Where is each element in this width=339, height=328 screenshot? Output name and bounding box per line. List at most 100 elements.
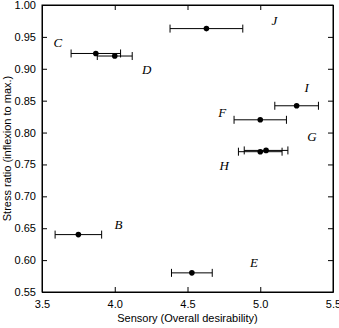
point-label: D bbox=[141, 62, 152, 77]
tick-mark bbox=[328, 164, 333, 165]
tick-mark bbox=[42, 260, 47, 261]
error-bar bbox=[275, 102, 319, 110]
error-bar bbox=[171, 269, 212, 277]
tick-label: 0.65 bbox=[15, 222, 36, 234]
point bbox=[76, 232, 82, 238]
point-label: C bbox=[53, 35, 62, 50]
point-label: I bbox=[303, 80, 309, 95]
tick-mark bbox=[42, 37, 47, 38]
point bbox=[294, 103, 300, 109]
tick-label: 0.80 bbox=[15, 127, 36, 139]
error-bar bbox=[244, 146, 288, 154]
tick-mark bbox=[328, 196, 333, 197]
chart: 3.5 4.0 4.5 5.0 5.5 0.55 0.60 0.65 0.70 0.75 0.80 0… bbox=[0, 0, 339, 328]
error-bar-cap bbox=[286, 116, 287, 124]
x-axis-top bbox=[43, 5, 334, 10]
tick bbox=[328, 37, 333, 38]
point bbox=[263, 148, 269, 154]
y-axis-title: Stress ratio (inflexion to max.) bbox=[1, 76, 13, 222]
error-bar bbox=[234, 116, 286, 124]
error-bar-cap bbox=[238, 148, 239, 156]
error-bar-cap bbox=[274, 102, 275, 110]
tick bbox=[328, 164, 333, 165]
error-bar bbox=[97, 52, 132, 60]
error-bar-cap bbox=[234, 116, 235, 124]
error-bar-cap bbox=[71, 49, 72, 57]
error-bar-cap bbox=[170, 25, 171, 33]
error-bar-cap bbox=[318, 102, 319, 110]
tick bbox=[328, 196, 333, 197]
error-bar bbox=[55, 231, 102, 239]
tick-mark bbox=[115, 5, 116, 10]
tick-mark bbox=[328, 37, 333, 38]
error-bar-cap bbox=[171, 269, 172, 277]
tick-mark bbox=[188, 287, 189, 292]
tick-mark bbox=[42, 101, 47, 102]
tick-mark bbox=[328, 133, 333, 134]
tick: 5.5 bbox=[326, 287, 339, 310]
tick-mark bbox=[328, 228, 333, 229]
tick-label: 0.75 bbox=[15, 158, 36, 170]
point-label: B bbox=[114, 217, 122, 232]
point bbox=[257, 149, 263, 155]
tick-label: 0.55 bbox=[15, 286, 36, 298]
point-label: H bbox=[219, 158, 230, 173]
tick bbox=[115, 5, 116, 10]
tick-mark bbox=[260, 287, 261, 292]
tick-mark bbox=[115, 287, 116, 292]
point-label: F bbox=[217, 105, 227, 120]
tick-mark bbox=[42, 164, 47, 165]
tick-label: 3.5 bbox=[35, 298, 50, 310]
x-axis: 3.5 4.0 4.5 5.0 5.5 bbox=[35, 287, 339, 310]
point bbox=[204, 26, 210, 32]
error-bar-cap bbox=[287, 146, 288, 154]
tick-mark bbox=[328, 260, 333, 261]
tick-label: 4.0 bbox=[108, 298, 123, 310]
point-label: J bbox=[272, 13, 279, 28]
error-bar-cap bbox=[242, 25, 243, 33]
x-axis-title: Sensory (Overall desirability) bbox=[117, 312, 258, 324]
error-bar-cap bbox=[101, 231, 102, 239]
error-bar bbox=[170, 25, 243, 33]
tick-label: 5.5 bbox=[326, 298, 339, 310]
plot: 3.5 4.0 4.5 5.0 5.5 0.55 0.60 0.65 0.70 0.75 0.80 0… bbox=[15, 0, 339, 310]
tick-mark bbox=[42, 133, 47, 134]
tick bbox=[328, 69, 333, 70]
error-bar-cap bbox=[244, 146, 245, 154]
tick-mark bbox=[42, 228, 47, 229]
tick bbox=[260, 5, 261, 10]
tick-mark bbox=[42, 69, 47, 70]
point bbox=[189, 270, 195, 276]
point bbox=[112, 53, 118, 59]
tick: 5.0 bbox=[253, 287, 268, 310]
tick bbox=[188, 5, 189, 10]
points bbox=[55, 25, 318, 277]
tick-mark bbox=[328, 101, 333, 102]
tick-mark bbox=[42, 196, 47, 197]
tick: 4.5 bbox=[180, 287, 195, 310]
error-bar-cap bbox=[97, 52, 98, 60]
tick: 4.0 bbox=[108, 287, 123, 310]
error-bar-cap bbox=[212, 269, 213, 277]
tick-mark bbox=[188, 5, 189, 10]
tick-label: 0.70 bbox=[15, 190, 36, 202]
error-bar-cap bbox=[132, 52, 133, 60]
tick-label: 0.60 bbox=[15, 254, 36, 266]
tick bbox=[328, 260, 333, 261]
tick-label: 0.85 bbox=[15, 95, 36, 107]
error-bar-cap bbox=[282, 148, 283, 156]
point bbox=[93, 51, 99, 57]
plot-frame bbox=[42, 5, 333, 292]
tick-label: 1.00 bbox=[15, 0, 36, 11]
point-label: E bbox=[249, 255, 258, 270]
tick-label: 0.95 bbox=[15, 31, 36, 43]
tick-mark bbox=[260, 5, 261, 10]
tick-mark bbox=[328, 69, 333, 70]
tick-label: 4.5 bbox=[180, 298, 195, 310]
tick-label: 0.90 bbox=[15, 63, 36, 75]
error-bar bbox=[238, 148, 282, 156]
tick bbox=[328, 101, 333, 102]
tick bbox=[328, 228, 333, 229]
tick-label: 5.0 bbox=[253, 298, 268, 310]
error-bar-cap bbox=[55, 231, 56, 239]
